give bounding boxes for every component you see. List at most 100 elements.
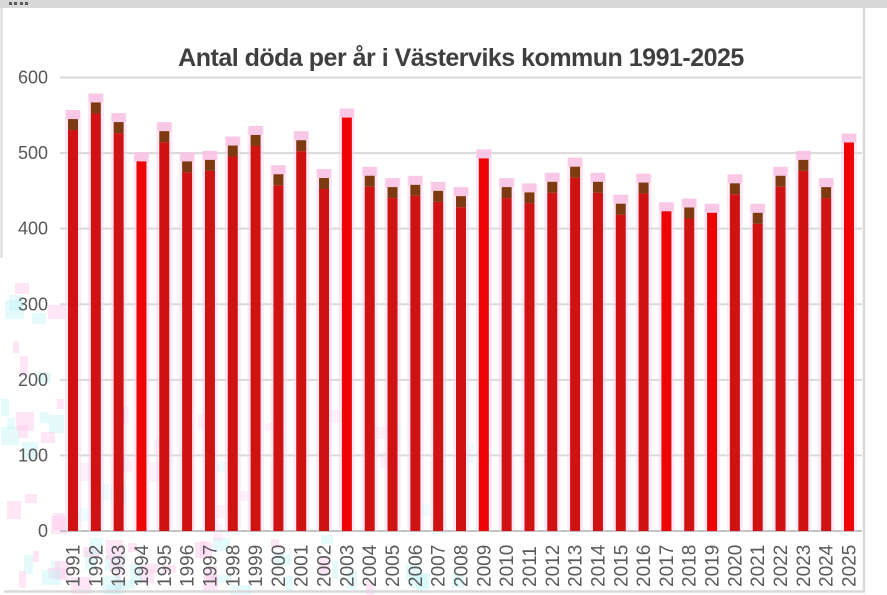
compression-artifact bbox=[286, 576, 293, 591]
compression-artifact bbox=[366, 581, 374, 595]
bar-halo-tip-2020 bbox=[727, 174, 742, 184]
y-tick-label-600: 600 bbox=[18, 68, 48, 88]
x-tick-label-2013: 2013 bbox=[566, 545, 587, 587]
x-tick-label-2015: 2015 bbox=[611, 545, 632, 587]
x-tick-label-1994: 1994 bbox=[132, 544, 153, 587]
bar-halo-tip-2009 bbox=[476, 149, 491, 159]
bar-cap-2014 bbox=[592, 181, 603, 193]
bar-cap-1991 bbox=[68, 119, 78, 131]
compression-artifact bbox=[83, 547, 99, 557]
compression-artifact bbox=[105, 555, 125, 571]
bar-cap-2012 bbox=[547, 181, 558, 193]
compression-artifact bbox=[13, 342, 19, 353]
bar-cap-2023 bbox=[798, 159, 809, 171]
bar-halo-tip-2011 bbox=[522, 183, 537, 193]
bar-cap-2000 bbox=[273, 174, 284, 186]
compression-artifact bbox=[416, 573, 430, 593]
compression-artifact bbox=[275, 554, 291, 565]
bar-1998 bbox=[227, 156, 238, 531]
compression-artifact bbox=[115, 574, 121, 593]
bar-2001 bbox=[296, 151, 307, 531]
compression-artifact bbox=[240, 491, 248, 501]
bar-halo-tip-2014 bbox=[590, 172, 605, 182]
x-tick-label-1993: 1993 bbox=[109, 545, 130, 587]
bar-cap-1999 bbox=[250, 134, 261, 146]
compression-artifact bbox=[162, 565, 176, 573]
compression-artifact bbox=[203, 575, 218, 593]
x-tick-label-2003: 2003 bbox=[337, 545, 358, 587]
bar-halo-tip-1993 bbox=[111, 113, 126, 123]
y-tick-label-200: 200 bbox=[18, 370, 48, 390]
bar-cap-2015 bbox=[615, 203, 626, 215]
compression-artifact bbox=[452, 574, 464, 588]
compression-artifact bbox=[271, 539, 279, 548]
compression-artifact bbox=[51, 516, 67, 534]
bar-halo-tip-1997 bbox=[202, 150, 217, 160]
compression-artifact bbox=[213, 538, 230, 551]
y-tick-label-300: 300 bbox=[18, 294, 48, 314]
window-edge-speck bbox=[25, 2, 28, 5]
compression-artifact bbox=[22, 442, 38, 459]
bar-cap-2018 bbox=[684, 207, 695, 219]
bar-halo-tip-2013 bbox=[568, 157, 583, 167]
bar-halo-tip-2001 bbox=[294, 131, 309, 141]
bar-2019 bbox=[707, 212, 718, 531]
compression-artifact bbox=[5, 300, 24, 319]
bar-cap-2006 bbox=[410, 184, 421, 196]
bar-halo-tip-2004 bbox=[362, 166, 377, 176]
compression-artifact bbox=[195, 542, 212, 558]
x-tick-label-1999: 1999 bbox=[246, 545, 267, 587]
compression-artifact bbox=[9, 295, 23, 311]
bar-cap-2021 bbox=[752, 212, 763, 224]
bar-halo-tip-1991 bbox=[66, 110, 80, 120]
window-edge-speck bbox=[20, 2, 23, 5]
x-tick-label-2010: 2010 bbox=[497, 545, 518, 587]
compression-artifact bbox=[107, 585, 124, 594]
compression-artifact bbox=[25, 494, 37, 503]
bar-2024 bbox=[821, 198, 832, 532]
chart-title: Antal döda per år i Västerviks kommun 19… bbox=[178, 44, 744, 72]
bar-cap-1996 bbox=[182, 161, 193, 173]
bar-cap-2002 bbox=[319, 178, 330, 190]
bar-halo-tip-2012 bbox=[545, 172, 560, 182]
compression-artifact bbox=[40, 412, 49, 423]
x-tick-label-2007: 2007 bbox=[429, 545, 450, 587]
bar-2013 bbox=[570, 177, 581, 531]
bar-cap-2022 bbox=[775, 175, 786, 187]
compression-artifact bbox=[265, 423, 274, 431]
compression-artifact bbox=[24, 555, 33, 574]
bar-2009 bbox=[478, 158, 489, 532]
bar-2000 bbox=[273, 185, 284, 531]
compression-artifact bbox=[71, 577, 91, 594]
bar-cap-1998 bbox=[227, 145, 238, 157]
x-tick-label-2011: 2011 bbox=[520, 546, 541, 587]
bar-halo-tip-2006 bbox=[408, 175, 423, 185]
bar-2011 bbox=[524, 203, 535, 532]
bar-halo-tip-2025 bbox=[842, 133, 856, 143]
window-edge-speck bbox=[14, 2, 17, 5]
compression-artifact bbox=[38, 372, 51, 383]
bar-halo-tip-2003 bbox=[339, 108, 354, 118]
bar-1993 bbox=[113, 133, 124, 531]
compression-artifact bbox=[42, 570, 61, 585]
bar-cap-2011 bbox=[524, 192, 535, 204]
bar-halo-tip-2021 bbox=[750, 203, 765, 213]
bar-1999 bbox=[250, 145, 261, 531]
bar-2002 bbox=[319, 189, 330, 532]
bar-2006 bbox=[410, 195, 421, 531]
bar-halo-tip-2019 bbox=[705, 203, 720, 213]
bar-halo-tip-2000 bbox=[271, 165, 286, 175]
bar-2020 bbox=[729, 194, 740, 532]
bar-1991 bbox=[68, 130, 78, 531]
bar-2023 bbox=[798, 170, 809, 531]
y-tick-label-100: 100 bbox=[18, 445, 48, 465]
bar-2015 bbox=[615, 214, 626, 531]
bar-cap-1997 bbox=[204, 159, 215, 171]
x-tick-label-2023: 2023 bbox=[794, 545, 815, 587]
compression-artifact bbox=[142, 564, 158, 573]
bar-2017 bbox=[661, 211, 672, 531]
bar-cap-2001 bbox=[296, 140, 307, 152]
compression-artifact bbox=[103, 576, 121, 594]
